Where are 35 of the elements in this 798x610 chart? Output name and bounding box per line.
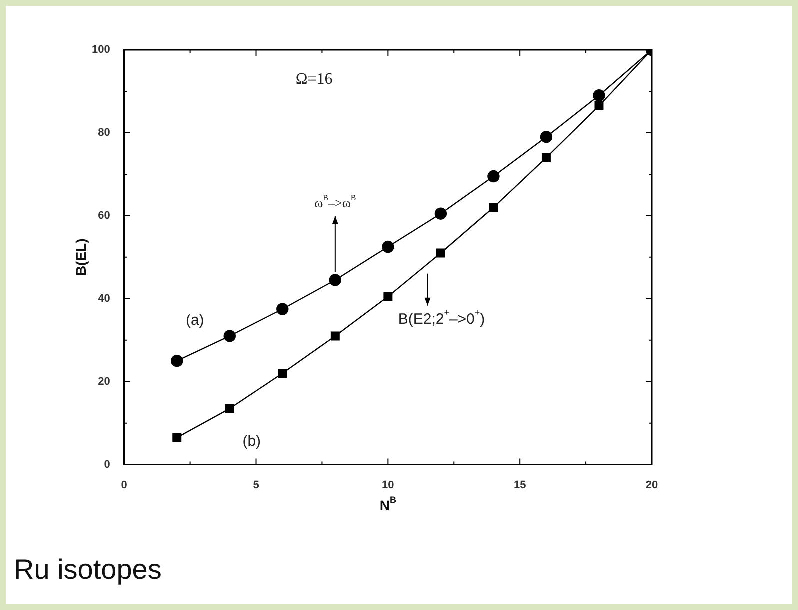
y-tick-label: 60: [98, 210, 110, 222]
annotation: B(E2;2+–>0+): [398, 308, 486, 328]
annotation: (a): [186, 312, 204, 330]
point: [594, 102, 604, 110]
point: [382, 240, 394, 254]
point: [330, 332, 340, 341]
annotation: (b): [242, 432, 262, 450]
x-tick-label: 20: [646, 479, 658, 492]
point: [434, 208, 448, 220]
point: [593, 90, 606, 102]
point: [384, 292, 393, 302]
y-tick-label: 100: [92, 44, 110, 56]
y-tick-label: 0: [104, 458, 110, 471]
point: [278, 369, 288, 378]
point: [488, 170, 500, 183]
y-tick-label: 20: [98, 376, 110, 388]
point: [171, 355, 184, 368]
point: [224, 330, 236, 342]
point: [225, 404, 234, 414]
point: [276, 303, 289, 316]
x-tick-label: 10: [382, 479, 394, 492]
y-tick-label: 80: [98, 126, 110, 139]
y-tick-label: 40: [98, 292, 110, 305]
point: [172, 433, 182, 442]
point: [540, 131, 553, 144]
point: [542, 153, 551, 162]
annotation: Ω=16: [296, 71, 333, 88]
point: [489, 203, 498, 212]
text: Ru isotopes: [14, 554, 162, 586]
point: [436, 248, 446, 258]
x-tick-label: 0: [121, 479, 128, 492]
x-tick-label: 5: [253, 479, 260, 492]
y-axis-title: B(EL): [73, 238, 90, 276]
point: [329, 274, 342, 286]
x-tick-label: 15: [514, 479, 526, 492]
